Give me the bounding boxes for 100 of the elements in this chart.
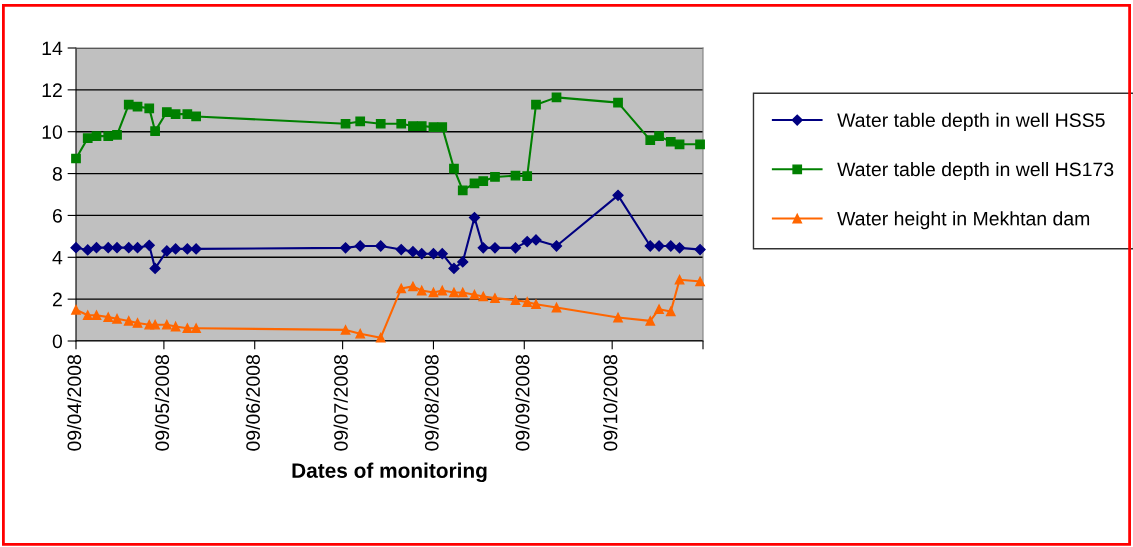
point [143,239,155,251]
point [144,103,155,114]
point [408,281,418,292]
point [449,287,459,298]
point [531,299,541,310]
point [355,328,366,339]
point [654,131,664,141]
point [123,99,134,110]
point [191,111,201,122]
y-tick-label: 14 [42,41,63,56]
point [522,297,533,307]
point [375,332,386,343]
point [674,139,685,150]
point [510,170,521,181]
legend-label: Water height in Mekhtan dam [837,211,1090,230]
point [71,153,81,164]
x-tick-label: 09/10/2008 [603,355,618,451]
point [478,291,489,302]
point [170,109,181,119]
point [191,323,201,334]
y-tick-label: 0 [52,334,63,349]
point [182,109,193,119]
point [355,116,366,127]
point [91,310,102,321]
point [457,287,468,298]
point [613,97,623,108]
x-tick-label: 09/09/2008 [515,355,530,451]
point [522,171,533,181]
y-tick-label: 12 [42,83,62,97]
point [375,118,386,129]
point [673,242,686,254]
point [613,312,623,323]
point [416,248,428,260]
point [416,121,427,131]
point [149,262,161,274]
point [695,139,705,150]
legend-label: Water table depth in well HSS5 [837,112,1105,131]
point [161,245,173,257]
point [190,243,202,255]
point [644,240,656,252]
point [161,107,172,117]
point [70,242,82,254]
point [71,304,81,315]
y-tick-label: 6 [52,208,62,223]
point [674,274,685,285]
point [82,310,93,321]
point [665,136,676,147]
point [469,289,480,300]
point [150,126,160,136]
point [182,323,193,334]
point [181,243,193,255]
point [375,240,387,252]
point [665,240,677,252]
point [448,262,460,274]
point [170,321,181,332]
point [112,313,122,324]
point [457,185,468,196]
x-tick-label: 09/07/2008 [333,355,348,451]
point [645,135,656,145]
point [457,256,469,268]
point [665,306,676,317]
point [612,189,624,201]
point [123,316,134,326]
point [112,129,122,140]
point [407,246,419,258]
point [396,118,407,129]
point [437,285,448,296]
y-tick-label: 4 [52,250,63,265]
point [102,242,114,254]
point [340,118,351,129]
point [111,242,123,254]
point [550,240,563,252]
point [509,242,522,254]
point [551,302,562,313]
point [478,176,489,186]
point [132,318,143,328]
x-tick-label: 09/04/2008 [66,355,82,451]
legend-label: Water table depth in well HS173 [837,162,1114,181]
point [170,243,182,255]
x-tick-label: 09/08/2008 [424,355,439,451]
point [489,242,501,254]
point [90,242,103,254]
point [490,172,500,182]
x-tick-label: 09/05/2008 [154,355,170,451]
point [510,295,521,306]
x-axis-title: Dates of monitoring [292,462,487,483]
point [654,304,664,315]
point [396,283,407,294]
point [490,293,500,303]
point [82,244,94,256]
point [340,325,351,335]
point [339,242,352,254]
point [521,235,533,248]
point [531,99,541,110]
y-tick-label: 2 [52,292,62,307]
point [161,319,172,330]
point [408,121,418,131]
point [694,243,706,256]
point [468,211,481,224]
point [449,163,459,174]
